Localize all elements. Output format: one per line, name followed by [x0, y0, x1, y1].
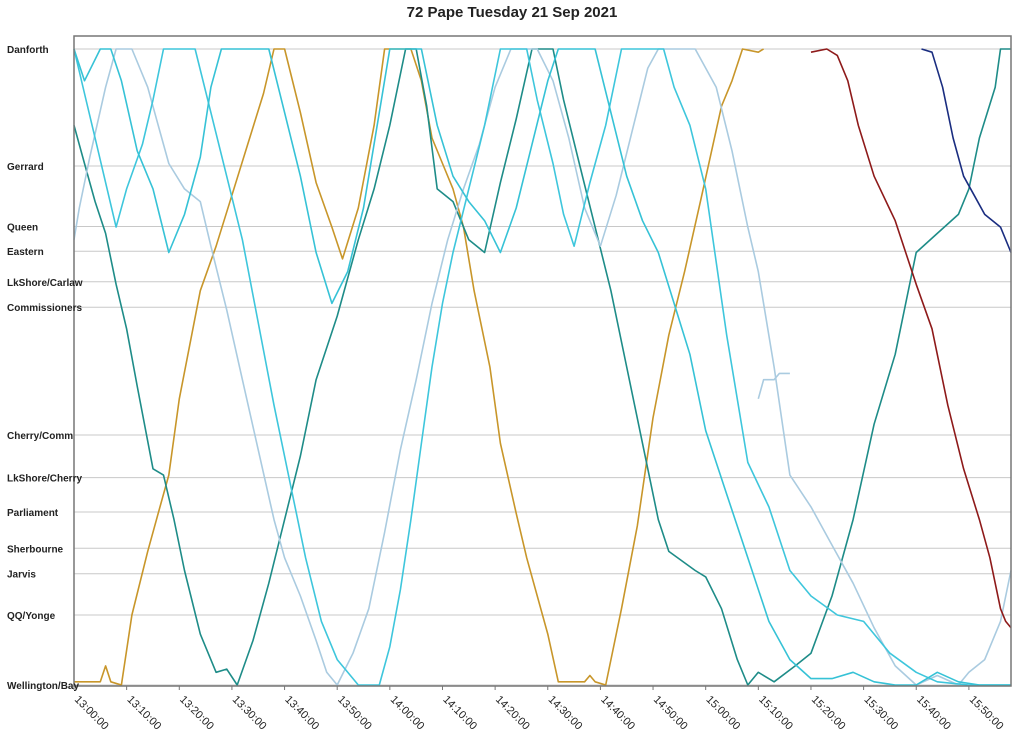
stop-label: Gerrard	[7, 162, 44, 173]
stop-label: Commissioners	[7, 303, 82, 314]
series-line-6	[810, 48, 1012, 629]
stop-label: LkShore/Cherry	[7, 474, 82, 485]
time-tick-labels: 13:00:00 13:10:00 13:20:00 13:30:00 13:40:00…	[72, 686, 1006, 732]
x-tick-label: 14:00:00	[388, 694, 427, 733]
x-tick-label: 15:00:00	[704, 694, 743, 733]
x-tick-label: 14:30:00	[546, 694, 585, 733]
x-tick-label: 15:10:00	[756, 694, 795, 733]
grid-lines	[74, 48, 1011, 686]
stop-label: LkShore/Carlaw	[7, 278, 83, 289]
series-lines	[73, 48, 1012, 686]
chart-title: 72 Pape Tuesday 21 Sep 2021	[406, 4, 618, 21]
x-tick-label: 13:00:00	[72, 694, 111, 733]
x-tick-label: 15:50:00	[967, 694, 1006, 733]
stop-label: Jarvis	[7, 570, 36, 581]
x-tick-label: 14:20:00	[493, 694, 532, 733]
stop-label: Danforth	[7, 45, 49, 56]
x-tick-label: 13:20:00	[177, 694, 216, 733]
stop-label: Eastern	[7, 247, 44, 258]
x-tick-label: 13:30:00	[230, 694, 269, 733]
stop-label: QQ/Yonge	[7, 611, 56, 622]
series-line-3	[73, 48, 1012, 686]
x-tick-label: 13:40:00	[282, 694, 321, 733]
stop-label: Wellington/Bay	[7, 681, 79, 692]
stop-label: Queen	[7, 222, 38, 233]
series-line-5	[73, 48, 1011, 686]
x-tick-label: 14:10:00	[440, 694, 479, 733]
series-line-4	[73, 48, 1011, 686]
stop-label: Parliament	[7, 508, 59, 519]
series-line-8	[757, 372, 790, 400]
x-tick-label: 15:20:00	[809, 694, 848, 733]
x-tick-label: 14:40:00	[598, 694, 637, 733]
plot-frame	[73, 35, 1012, 687]
stop-labels: Danforth Gerrard Queen Eastern LkShore/Carla…	[7, 45, 83, 692]
series-line-2	[73, 48, 1011, 686]
x-tick-label: 14:50:00	[651, 694, 690, 733]
x-tick-label: 13:50:00	[335, 694, 374, 733]
stop-label: Cherry/Comm	[7, 431, 73, 442]
series-line-7	[921, 48, 1012, 253]
x-tick-label: 13:10:00	[125, 694, 164, 733]
stop-label: Sherbourne	[7, 544, 64, 555]
x-tick-label: 15:40:00	[914, 694, 953, 733]
x-tick-label: 15:30:00	[861, 694, 900, 733]
